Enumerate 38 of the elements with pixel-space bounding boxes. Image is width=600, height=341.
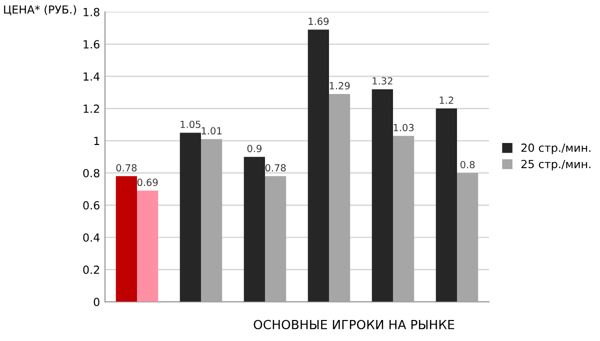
data-label: 0.78 [265, 164, 286, 172]
y-tick-label: 0.4 [83, 233, 100, 242]
data-label: 0.69 [137, 178, 158, 186]
bar [372, 89, 393, 302]
legend-label: 20 стр./мин. [521, 144, 590, 154]
x-axis-title: ОСНОВНЫЕ ИГРОКИ НА РЫНКЕ [254, 320, 454, 330]
y-tick-label: 1 [94, 136, 100, 145]
data-label: 1.03 [394, 124, 414, 132]
y-tick-label: 0 [94, 298, 100, 306]
y-tick-label: 1.2 [84, 104, 100, 113]
bar [329, 94, 350, 302]
bar [116, 176, 137, 302]
y-tick-label: 0.2 [83, 266, 100, 274]
data-label: 1.29 [330, 82, 350, 90]
bar [265, 176, 286, 302]
bar [436, 108, 457, 302]
y-tick-label: 0.6 [83, 201, 100, 210]
y-tick-label: 0.8 [83, 168, 100, 178]
data-label: 1.05 [180, 120, 200, 128]
y-tick-label: 1.6 [84, 40, 100, 49]
data-label: 1.01 [202, 127, 222, 134]
bar [180, 132, 201, 302]
bar [201, 139, 222, 302]
bar [308, 30, 329, 302]
bar [457, 172, 478, 302]
data-label: 0.9 [247, 144, 262, 152]
data-label: 0.78 [116, 164, 137, 172]
y-axis-title: ЦЕНА* (РУБ.) [4, 5, 76, 16]
data-label: 0.8 [460, 160, 475, 168]
bar [137, 190, 158, 302]
data-label: 1.69 [308, 18, 329, 25]
bar [393, 136, 414, 302]
data-label: 1.2 [440, 96, 454, 104]
y-tick-label: 1.4 [84, 72, 100, 81]
bar [244, 156, 265, 302]
legend-label: 25 стр./мин. [521, 160, 590, 170]
y-tick-label: 1.8 [84, 8, 100, 16]
data-label: 1.32 [372, 77, 392, 85]
